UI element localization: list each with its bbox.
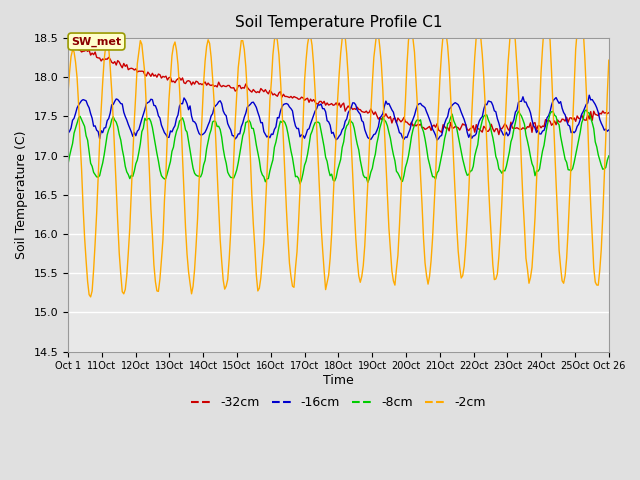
-32cm (245, 86, 253, 92)
-32cm (254, 89, 262, 95)
-16cm (433, 137, 441, 143)
-8cm (131, 168, 138, 174)
-2cm (245, 125, 253, 131)
-2cm (605, 57, 612, 63)
-32cm (302, 96, 310, 102)
-2cm (302, 58, 310, 63)
-32cm (66, 41, 74, 47)
-16cm (605, 127, 612, 133)
-16cm (253, 105, 260, 110)
-8cm (302, 158, 310, 164)
-32cm (578, 112, 586, 118)
Line: -32cm: -32cm (68, 44, 609, 134)
-2cm (577, 5, 584, 11)
-32cm (64, 42, 72, 48)
Line: -8cm: -8cm (68, 110, 609, 184)
Title: Soil Temperature Profile C1: Soil Temperature Profile C1 (235, 15, 442, 30)
-2cm (578, 11, 586, 17)
-16cm (586, 92, 593, 98)
Legend: -32cm, -16cm, -8cm, -2cm: -32cm, -16cm, -8cm, -2cm (186, 391, 491, 414)
-2cm (132, 91, 140, 96)
X-axis label: Time: Time (323, 374, 354, 387)
-16cm (301, 135, 308, 141)
-8cm (296, 181, 304, 187)
-8cm (253, 142, 260, 148)
Text: SW_met: SW_met (72, 36, 122, 47)
-2cm (254, 288, 262, 294)
-16cm (64, 131, 72, 136)
-2cm (87, 294, 95, 300)
-32cm (132, 66, 140, 72)
-8cm (582, 107, 590, 113)
-32cm (495, 132, 502, 137)
-16cm (131, 130, 138, 135)
Y-axis label: Soil Temperature (C): Soil Temperature (C) (15, 131, 28, 259)
-8cm (225, 172, 233, 178)
Line: -2cm: -2cm (68, 8, 609, 297)
Line: -16cm: -16cm (68, 95, 609, 140)
-32cm (227, 85, 234, 91)
-8cm (64, 161, 72, 167)
-16cm (243, 104, 251, 110)
-8cm (577, 130, 584, 135)
-16cm (225, 124, 233, 130)
-8cm (605, 153, 612, 159)
-2cm (64, 90, 72, 96)
-32cm (605, 110, 612, 116)
-16cm (577, 117, 584, 123)
-8cm (243, 119, 251, 125)
-2cm (227, 228, 234, 234)
